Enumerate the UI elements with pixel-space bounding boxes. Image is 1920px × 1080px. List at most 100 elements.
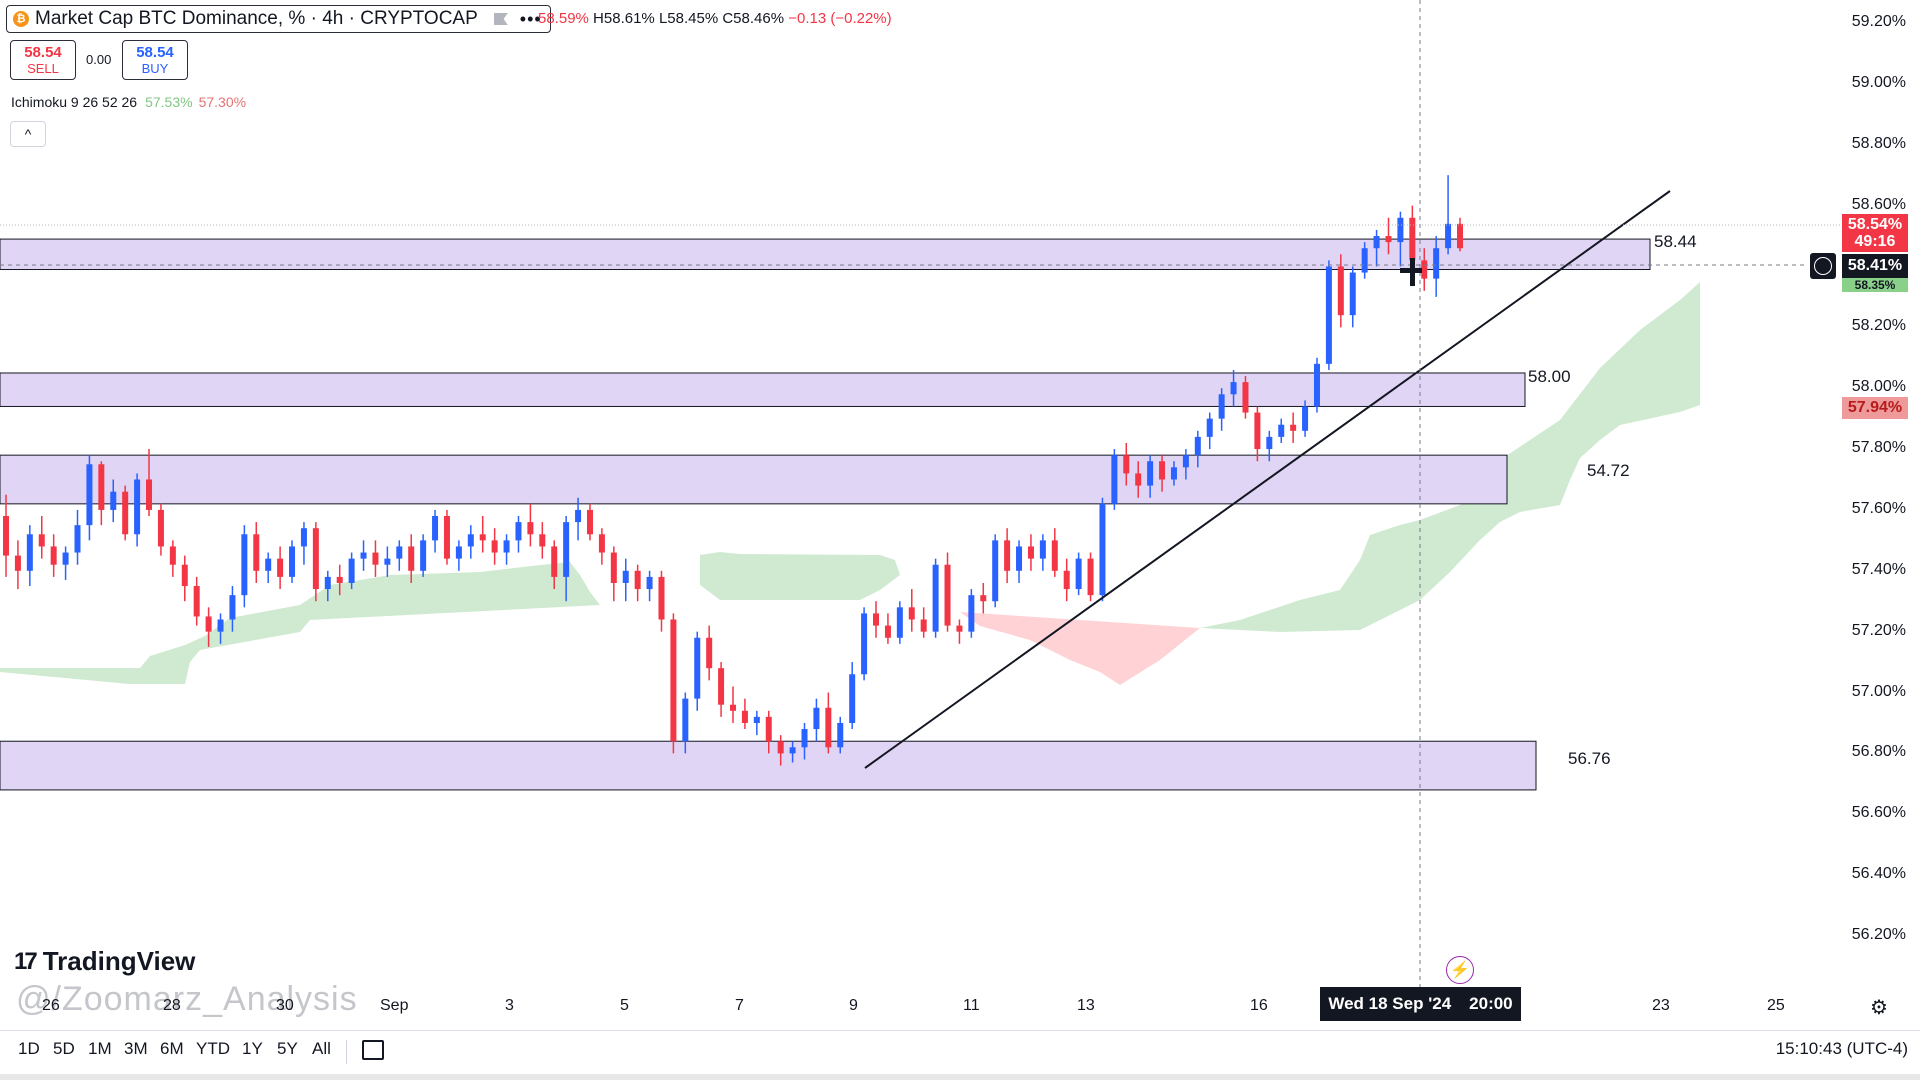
price-axis-label: 58.60%	[1851, 195, 1906, 213]
candle	[1111, 449, 1118, 510]
time-axis-label: 9	[849, 997, 858, 1014]
symbol-header[interactable]: ₿ Market Cap BTC Dominance, % · 4h · CRY…	[6, 5, 551, 33]
symbol-title[interactable]: Market Cap BTC Dominance, % · 4h · CRYPT…	[35, 8, 478, 29]
candle	[146, 449, 153, 517]
range-button[interactable]: All	[312, 1039, 331, 1058]
candle	[455, 540, 462, 571]
trendline[interactable]	[864, 190, 1671, 769]
candle	[1004, 528, 1011, 583]
candle	[610, 546, 617, 602]
range-button[interactable]: YTD	[196, 1039, 230, 1058]
candle	[658, 570, 665, 632]
cloud-price-tag: 58.35%	[1842, 278, 1908, 292]
candle	[801, 722, 808, 760]
candle	[622, 558, 629, 602]
candle	[1349, 266, 1356, 328]
buy-button[interactable]: 58.54 BUY	[122, 40, 188, 80]
candle	[1290, 412, 1297, 443]
candle	[789, 741, 796, 763]
range-button[interactable]: 3M	[124, 1039, 148, 1058]
time-axis-label: Sep	[380, 997, 409, 1014]
candle	[1218, 388, 1225, 431]
candle	[825, 692, 832, 754]
candle	[992, 534, 999, 608]
candle	[837, 716, 844, 754]
collapse-legend-button[interactable]: ^	[10, 121, 46, 147]
candle	[682, 692, 689, 754]
candle	[1445, 175, 1452, 255]
toolbar-divider	[346, 1040, 347, 1064]
indicator-legend[interactable]: Ichimoku 9 26 52 26 57.53% 57.30%	[11, 94, 246, 110]
calendar-icon[interactable]	[362, 1040, 384, 1060]
candle	[300, 522, 307, 565]
candle	[765, 710, 772, 754]
candle	[26, 525, 33, 587]
candle	[1385, 217, 1392, 255]
candle	[193, 576, 200, 626]
price-zone[interactable]	[0, 372, 1526, 407]
candle	[527, 503, 534, 547]
range-button[interactable]: 1D	[18, 1039, 40, 1058]
zone-label-58-44: 58.44	[1654, 232, 1697, 251]
candle	[563, 516, 570, 602]
range-button[interactable]: 1M	[88, 1039, 112, 1058]
candle	[396, 540, 403, 571]
candle	[420, 534, 427, 577]
add-alert-icon[interactable]	[1810, 253, 1836, 279]
range-button[interactable]: 5D	[53, 1039, 75, 1058]
candle	[908, 589, 915, 632]
more-icon[interactable]: •••	[519, 8, 542, 29]
sell-button[interactable]: 58.54 SELL	[10, 40, 76, 80]
price-zone[interactable]	[0, 454, 1508, 505]
candle	[1206, 412, 1213, 450]
ohlc-readout: 58.59% H58.61% L58.45% C58.46% −0.13 (−0…	[538, 10, 892, 27]
candle	[384, 546, 391, 577]
tradingview-mark-icon: 17	[14, 947, 38, 975]
candle	[372, 540, 379, 577]
price-zone[interactable]	[0, 740, 1537, 791]
price-axis-label: 57.60%	[1851, 499, 1906, 517]
time-axis-label: 28	[163, 997, 181, 1014]
gear-icon[interactable]: ⚙	[1870, 997, 1888, 1019]
candle	[730, 686, 736, 723]
candle	[634, 564, 641, 602]
candle	[1099, 497, 1106, 602]
chevron-up-icon: ^	[24, 126, 32, 142]
candle	[706, 625, 713, 681]
price-axis-label: 59.00%	[1851, 73, 1906, 91]
time-axis-label: 16	[1250, 997, 1268, 1014]
flag-icon[interactable]	[493, 13, 508, 25]
time-axis-label: 23	[1652, 997, 1670, 1014]
candle	[1337, 254, 1344, 328]
candle	[920, 607, 927, 638]
candle	[3, 494, 9, 577]
candle	[1278, 418, 1285, 443]
tradingview-logo[interactable]: 17 TradingView	[14, 946, 195, 977]
range-button[interactable]: 5Y	[277, 1039, 298, 1058]
tradingview-wordmark: TradingView	[42, 946, 196, 976]
candle	[1027, 534, 1034, 571]
candle	[265, 552, 272, 583]
current-price-tag: 58.54% 49:16	[1842, 214, 1908, 252]
price-axis-label: 56.80%	[1851, 743, 1906, 761]
candle	[86, 455, 93, 541]
range-button[interactable]: 1Y	[242, 1039, 263, 1058]
candle	[753, 710, 760, 736]
candle	[1361, 242, 1368, 279]
crosshair-cursor-icon	[1400, 258, 1422, 286]
candle	[14, 540, 21, 590]
candle	[551, 540, 558, 590]
lightning-icon[interactable]: ⚡	[1446, 956, 1474, 984]
candle	[861, 607, 868, 681]
candle	[312, 522, 319, 602]
ichimoku-cloud-bullish-mid	[700, 552, 900, 600]
range-button[interactable]: 6M	[160, 1039, 184, 1058]
candle	[968, 589, 975, 638]
candle	[1421, 248, 1428, 291]
ohlc-low: L58.45%	[658, 10, 719, 27]
zone-label-54-72: 54.72	[1587, 461, 1630, 480]
ichimoku-cloud	[0, 282, 1700, 685]
candle	[1313, 357, 1320, 413]
clock-readout[interactable]: 15:10:43 (UTC-4)	[1775, 1039, 1908, 1058]
